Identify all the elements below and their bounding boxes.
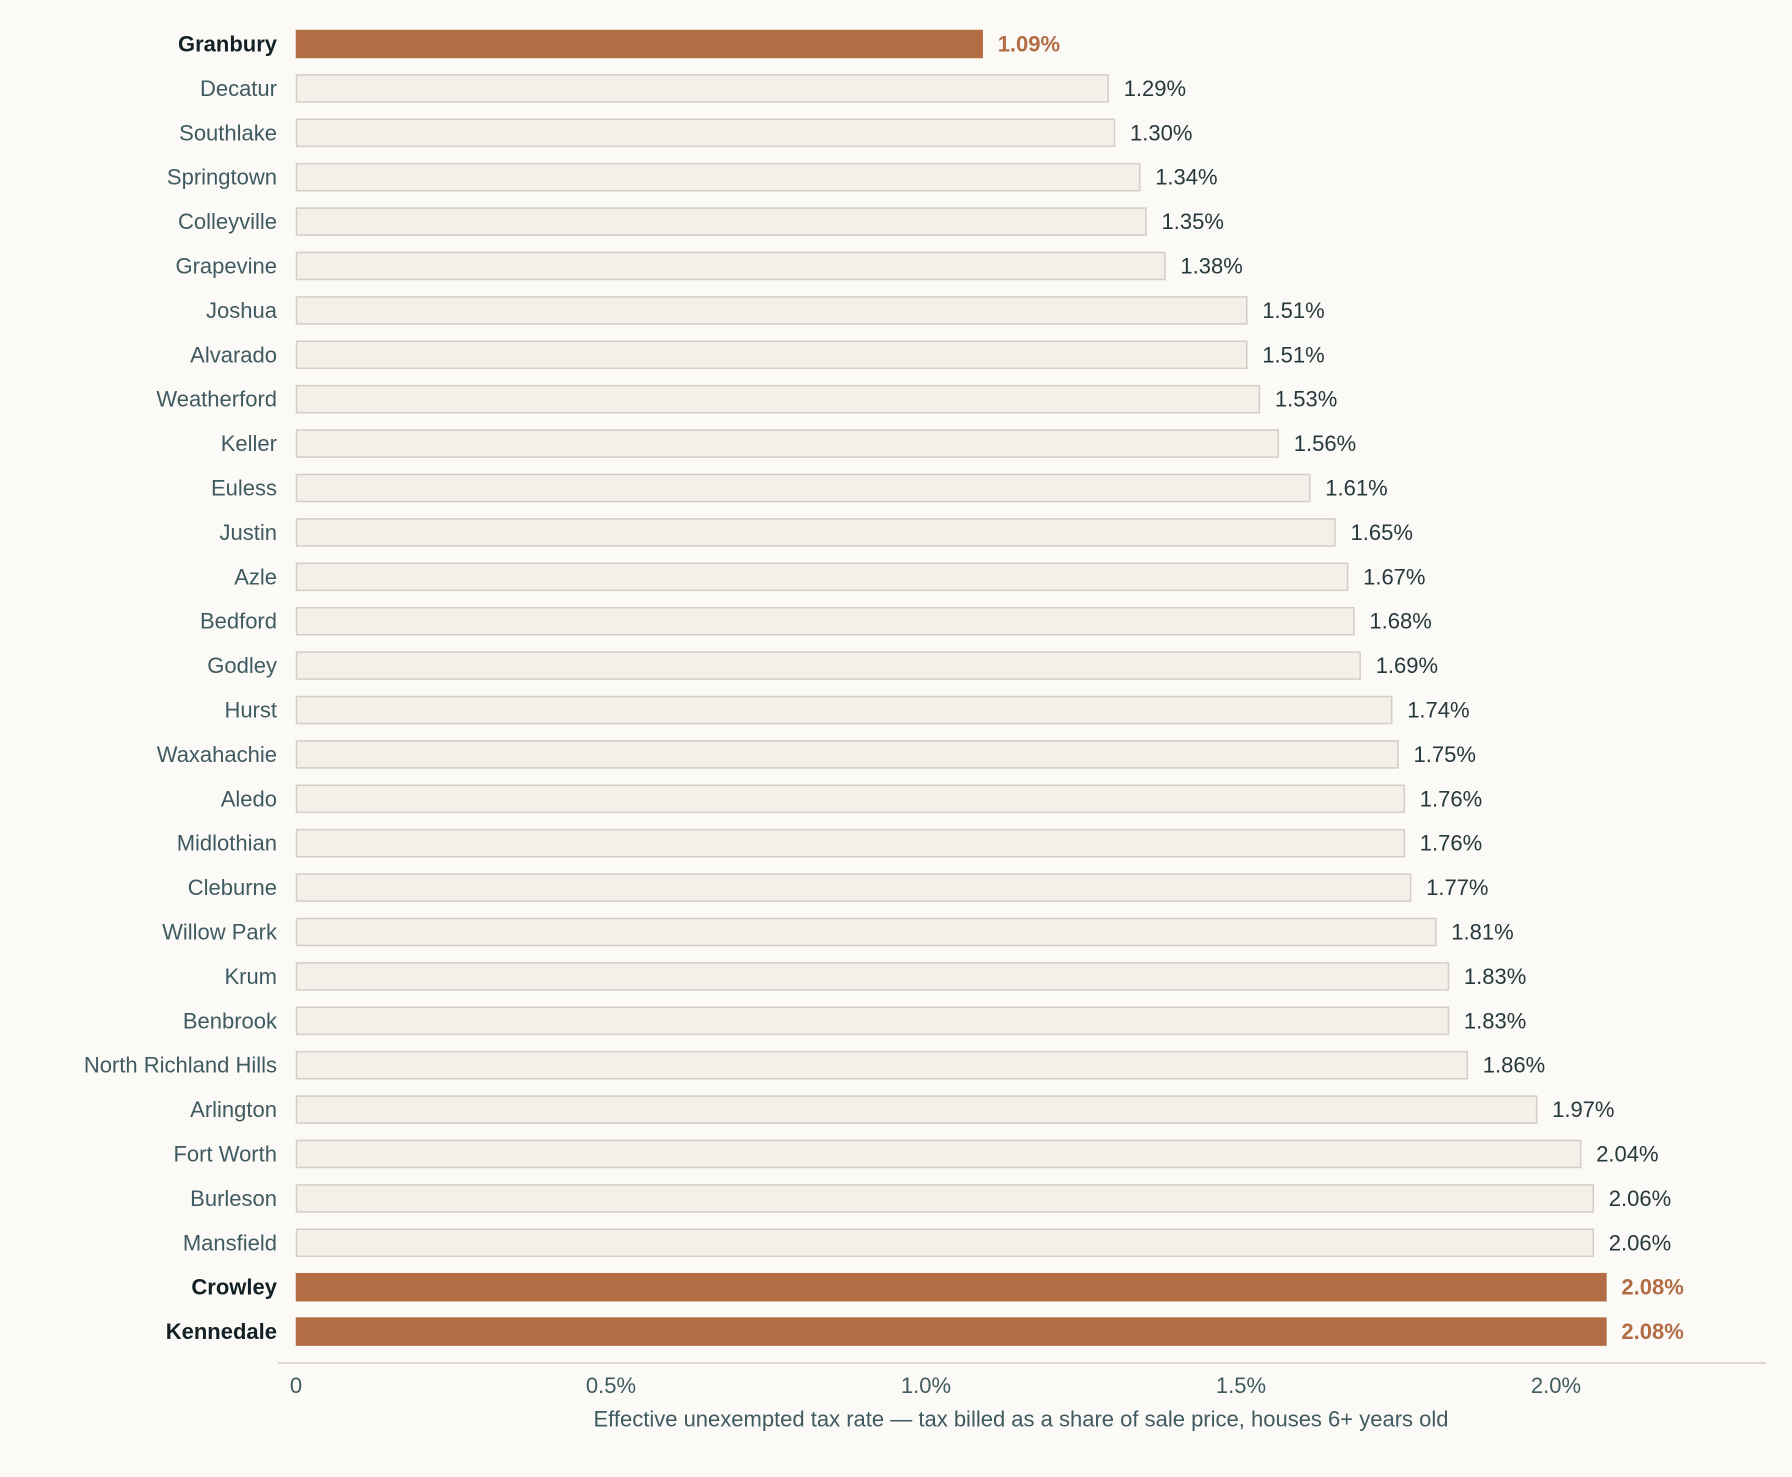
bar [295,562,1349,592]
data-label: 1.75% [1414,742,1476,767]
category-label: Aledo [221,786,277,811]
data-label: 1.38% [1180,254,1242,279]
x-tick-label: 1.0% [901,1373,951,1398]
category-label: Azle [234,564,277,589]
category-label: Bedford [200,609,277,634]
bar [295,695,1393,725]
x-tick-label: 0 [290,1373,302,1398]
data-label: 1.81% [1451,920,1513,945]
category-label: Grapevine [175,254,277,279]
data-label: 1.65% [1351,520,1413,545]
data-label: 2.08% [1621,1275,1683,1300]
data-label: 1.86% [1483,1053,1545,1078]
category-label: Arlington [190,1097,277,1122]
bar [295,651,1361,680]
category-label: North Richland Hills [84,1053,277,1078]
category-label: Kennedale [166,1319,277,1344]
bar [295,784,1406,814]
category-label: Willow Park [162,920,278,945]
category-label: Granbury [178,32,278,57]
data-label: 1.34% [1155,165,1217,190]
bar [295,473,1311,503]
data-label: 1.09% [998,32,1060,57]
data-label: 2.08% [1621,1319,1683,1344]
category-label: Southlake [179,120,277,145]
data-label: 1.74% [1407,698,1469,723]
data-label: 2.06% [1609,1230,1671,1255]
data-label: 2.06% [1609,1186,1671,1211]
category-label: Alvarado [190,342,277,367]
data-label: 1.76% [1420,786,1482,811]
bar [295,429,1280,458]
data-label: 1.35% [1162,209,1224,234]
data-label: 1.77% [1426,875,1488,900]
highlighted-bar [295,1317,1607,1346]
data-label: 1.83% [1464,964,1526,989]
x-axis-title: Effective unexempted tax rate — tax bill… [593,1407,1448,1432]
data-label: 1.67% [1363,564,1425,589]
bar [295,251,1166,281]
bar [295,74,1109,103]
category-label: Decatur [200,76,277,101]
data-label: 1.97% [1552,1097,1614,1122]
data-label: 1.69% [1376,653,1438,678]
category-label: Crowley [191,1275,277,1300]
x-tick-label: 0.5% [586,1373,636,1398]
bar [295,207,1147,236]
bar [295,962,1450,991]
category-label: Cleburne [188,875,277,900]
bar [295,162,1141,192]
data-label: 1.83% [1464,1008,1526,1033]
bar [295,828,1406,858]
category-label: Burleson [190,1186,277,1211]
highlighted-bar [295,1272,1607,1302]
bar [295,118,1116,148]
x-tick-label: 2.0% [1531,1373,1581,1398]
category-label: Joshua [206,298,278,323]
category-label: Weatherford [156,387,277,412]
bar [295,384,1261,414]
data-label: 1.29% [1124,76,1186,101]
data-label: 1.30% [1130,120,1192,145]
category-label: Krum [224,964,277,989]
bar [295,1050,1469,1080]
bar [295,740,1399,769]
data-label: 1.51% [1262,298,1324,323]
category-label: Justin [220,520,277,545]
bar [295,1184,1595,1213]
category-label: Keller [221,431,277,456]
data-label: 1.56% [1294,431,1356,456]
category-label: Fort Worth [173,1142,277,1167]
category-label: Hurst [224,698,277,723]
category-label: Springtown [167,165,277,190]
category-label: Midlothian [177,831,277,856]
category-label: Colleyville [178,209,277,234]
bar [295,917,1437,947]
category-label: Waxahachie [157,742,277,767]
bar [295,606,1355,636]
bar [295,1006,1450,1036]
x-tick-label: 1.5% [1216,1373,1266,1398]
bar [295,1095,1538,1124]
data-label: 1.53% [1275,387,1337,412]
data-label: 2.04% [1596,1142,1658,1167]
data-label: 1.51% [1262,342,1324,367]
category-label: Mansfield [183,1230,277,1255]
bar [295,1228,1595,1258]
bar [295,873,1412,902]
category-label: Benbrook [183,1008,278,1033]
category-label: Euless [211,476,277,501]
bar [295,340,1248,370]
bar [295,296,1248,325]
category-label: Godley [207,653,277,678]
bar [295,518,1336,547]
data-label: 1.68% [1369,609,1431,634]
highlighted-bar [295,29,983,59]
data-label: 1.61% [1325,476,1387,501]
bar [295,1139,1582,1169]
data-label: 1.76% [1420,831,1482,856]
